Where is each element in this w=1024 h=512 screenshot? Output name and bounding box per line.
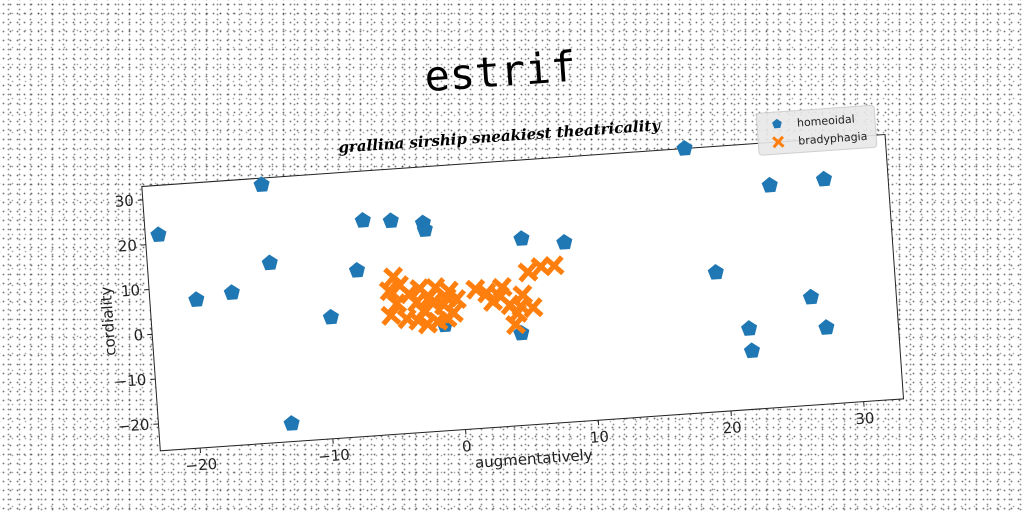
point-homeoidal [382,212,399,229]
point-homeoidal [283,415,300,431]
point-bradyphagia [422,293,444,314]
x-tick-label: 10 [589,428,609,447]
point-homeoidal [223,284,240,300]
point-homeoidal [253,176,270,193]
point-homeoidal [150,226,167,243]
point-bradyphagia [543,255,565,277]
legend-marker-homeoidal [772,118,782,129]
point-bradyphagia [517,261,539,283]
y-tick-label: 10 [120,281,140,300]
y-tick-label: −20 [117,416,150,436]
x-tick-label: 0 [461,437,472,456]
point-homeoidal [188,291,205,307]
chart-subtitle: grallina sirship sneakiest theatricality [338,116,662,157]
point-bradyphagia [436,307,458,329]
x-tick-label: 20 [722,418,742,437]
legend-marker-icon-bradyphagia [772,135,785,149]
point-bradyphagia [522,297,544,319]
point-homeoidal [556,233,573,250]
data-marks [150,140,835,431]
point-homeoidal [761,176,778,193]
point-bradyphagia [380,304,402,326]
series-bradyphagia [378,255,565,336]
point-bradyphagia [378,280,400,302]
point-bradyphagia [465,278,487,300]
x-tick-label: 30 [855,409,875,428]
point-bradyphagia [491,276,513,298]
point-homeoidal [818,319,835,335]
x-axis-label: augmentatively [474,446,593,472]
y-axis-ticks: −20 −10 0 10 20 30 [114,192,159,436]
y-tick-label: 0 [133,326,144,345]
x-axis-ticks: −20 −10 0 10 20 30 [185,401,875,475]
y-tick-label: −10 [114,371,147,391]
legend: homeoidal bradyphagia [755,104,878,156]
point-homeoidal [802,288,819,305]
y-tick-label: 20 [117,236,137,255]
series-homeoidal [150,140,835,431]
y-tick-label: 30 [114,192,134,211]
point-homeoidal [707,263,724,280]
point-homeoidal [322,308,339,325]
point-bradyphagia [505,314,527,336]
legend-marker-icon-homeoidal [772,118,782,129]
point-homeoidal [354,212,371,228]
y-axis-label: cordiality [97,286,120,357]
legend-label-homeoidal: homeoidal [797,113,856,130]
legend-box [755,104,878,156]
point-bradyphagia [436,287,458,309]
point-bradyphagia [407,309,429,331]
plot-group: grallina sirship sneakiest theatricality… [97,104,905,475]
point-homeoidal [348,261,366,278]
point-homeoidal [416,221,433,237]
point-homeoidal [740,320,758,336]
legend-marker-bradyphagia [772,135,785,149]
chart-title: estrif [423,42,578,101]
point-homeoidal [815,170,832,187]
point-homeoidal [513,230,530,246]
x-tick-label: −10 [318,446,351,466]
point-homeoidal [676,140,693,156]
legend-label-bradyphagia: bradyphagia [798,130,868,148]
x-tick-label: −20 [185,455,218,475]
point-homeoidal [261,254,278,271]
point-homeoidal [743,342,760,359]
point-bradyphagia [386,293,408,315]
